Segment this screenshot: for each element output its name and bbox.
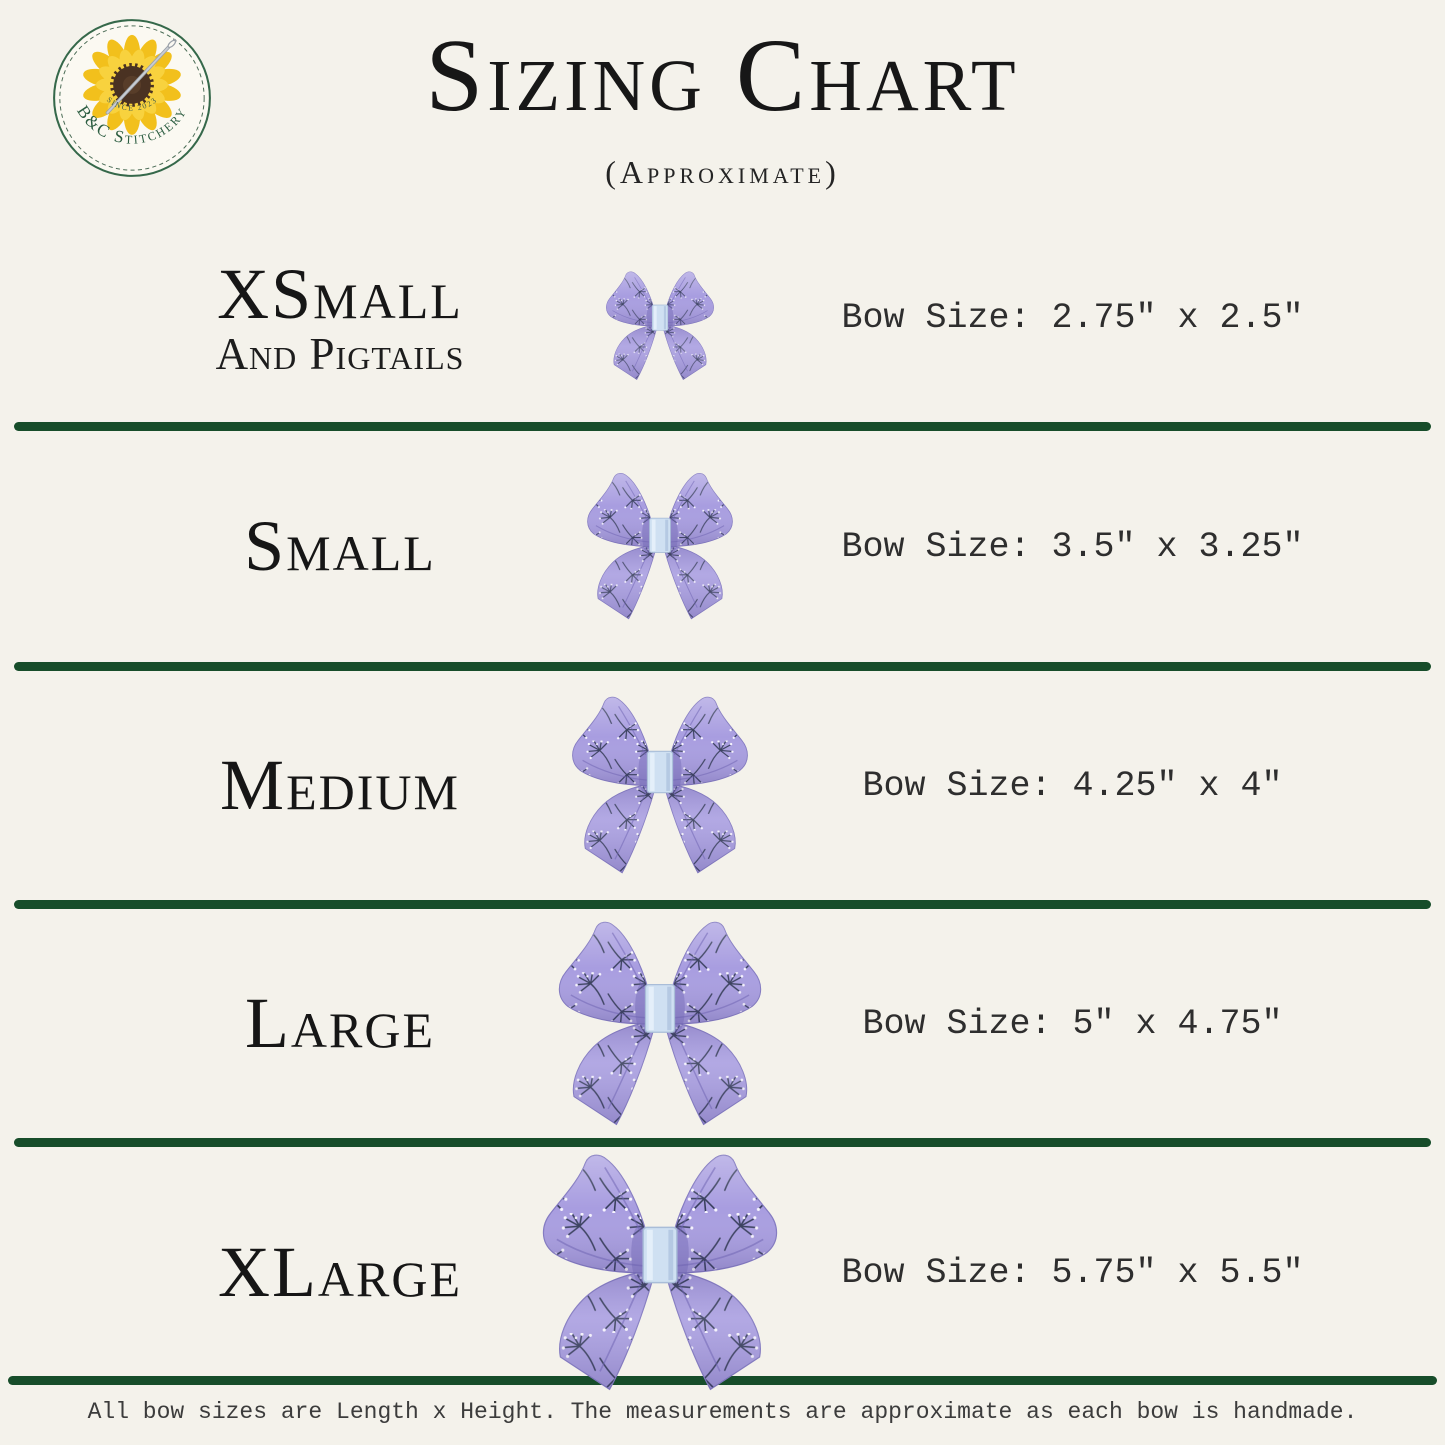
size-name: XSmall	[217, 253, 463, 334]
bow-size-text: Bow Size: 3.5" x 3.25"	[841, 526, 1304, 567]
row-divider	[14, 422, 1431, 431]
sunflower-needle-icon	[83, 34, 181, 135]
size-row-xsmall: XSmall And Pigtails Bow Size: 2.75" x 2.…	[0, 230, 1445, 422]
size-name: Large	[244, 982, 436, 1063]
size-name: Small	[244, 505, 436, 586]
bow-photo-medium	[561, 691, 759, 880]
size-name: XLarge	[217, 1232, 463, 1313]
page-subtitle: (Approximate)	[605, 154, 840, 190]
size-row-large: Large Bow Size: 5" x 4.75"	[0, 909, 1445, 1138]
bow-size-text: Bow Size: 4.25" x 4"	[862, 765, 1283, 806]
size-row-medium: Medium Bow Size: 4.25" x 4"	[0, 671, 1445, 900]
size-subname: And Pigtails	[215, 329, 465, 380]
bow-cell	[560, 1147, 760, 1399]
bow-size-text: Bow Size: 5" x 4.75"	[862, 1003, 1283, 1044]
size-row-small: Small Bow Size: 3.5" x 3.25"	[0, 431, 1445, 662]
row-divider	[14, 1138, 1431, 1147]
size-label-medium: Medium	[120, 744, 560, 825]
needle-icon	[105, 38, 177, 115]
bow-cell	[560, 268, 760, 384]
bow-cell	[560, 915, 760, 1133]
page-title: Sizing Chart	[425, 18, 1020, 133]
bow-cell	[560, 691, 760, 880]
bow-cell	[560, 468, 760, 625]
size-label-large: Large	[120, 982, 560, 1063]
size-label-small: Small	[120, 505, 560, 586]
header: SINCE 2023 B&C Stitchery Sizing Chart (A…	[0, 0, 1445, 230]
bow-photo-small	[578, 468, 742, 625]
bow-size-text: Bow Size: 5.75" x 5.5"	[841, 1253, 1304, 1293]
logo-dashed-ring	[59, 25, 205, 171]
row-divider	[14, 662, 1431, 671]
bow-photo-xsmall	[599, 268, 721, 384]
size-label-xsmall: XSmall And Pigtails	[120, 253, 560, 380]
brand-logo: SINCE 2023 B&C Stitchery	[53, 19, 211, 177]
bow-size-text: Bow Size: 2.75" x 2.5"	[841, 298, 1304, 338]
size-row-xlarge: XLarge Bow Size: 5.75" x 5.5"	[0, 1147, 1445, 1376]
bow-photo-xlarge	[528, 1147, 792, 1399]
bow-photo-large	[546, 915, 774, 1133]
size-name: Medium	[220, 744, 460, 825]
size-label-xlarge: XLarge	[120, 1232, 560, 1313]
row-divider	[14, 900, 1431, 909]
footer-note: All bow sizes are Length x Height. The m…	[87, 1399, 1358, 1425]
